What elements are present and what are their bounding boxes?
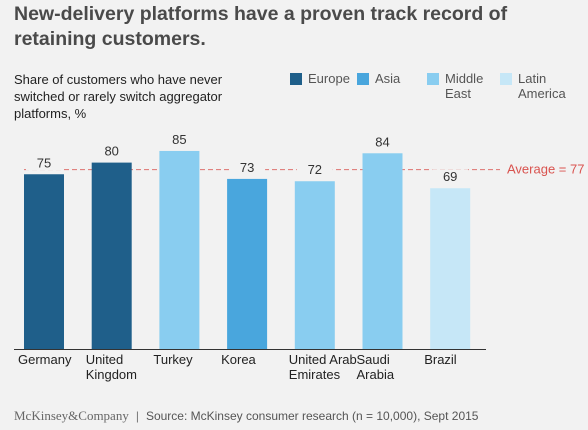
value-label-bg (432, 169, 469, 185)
category-label-line: Brazil (424, 352, 457, 367)
legend-swatch-middle-east (427, 73, 439, 85)
legend-label-middle-east: Middle East (445, 71, 484, 101)
value-label: 69 (443, 169, 457, 184)
value-label-bg (229, 159, 266, 175)
bar-united-kingdom (91, 162, 132, 349)
category-label-line: Korea (221, 352, 256, 367)
category-label: United Arab Emirates (289, 352, 357, 382)
category-label: Saudi Arabia (357, 352, 395, 382)
category-label-line: Emirates (289, 367, 341, 382)
value-label: 72 (308, 162, 322, 177)
footer-source: Source: McKinsey consumer research (n = … (145, 409, 479, 423)
category-label-line: Turkey (153, 352, 193, 367)
bar-chart: Average = 77 75 Germany 80 United Kingdom 85 Tu… (14, 131, 584, 382)
y-axis-label: Share of customers who have never switch… (14, 72, 223, 121)
value-label-bg (296, 162, 333, 178)
value-label: 84 (375, 134, 389, 149)
category-label: United Kingdom (86, 352, 137, 382)
footer: McKinsey&Company | Source: McKinsey consum… (14, 408, 478, 424)
category-label-line: Kingdom (86, 367, 137, 382)
average-label: Average = 77 (507, 162, 584, 177)
bar-united-arab-emirates (294, 181, 335, 349)
legend-swatch-europe (290, 73, 302, 85)
value-label: 73 (240, 160, 254, 175)
category-label: Brazil (424, 352, 457, 367)
legend-label-latin-america: Latin America (518, 71, 566, 101)
category-label-line: Saudi (357, 352, 390, 367)
legend-label-asia: Asia (375, 71, 401, 86)
category-label-line: Germany (18, 352, 72, 367)
footer-brand: McKinsey&Company (14, 408, 129, 423)
value-label-bg (93, 143, 130, 159)
value-label: 85 (172, 132, 186, 147)
legend-label-europe: Europe (308, 71, 350, 86)
value-label-bg (161, 131, 198, 147)
category-label-line: United (86, 352, 124, 367)
category-label-line: United Arab (289, 352, 357, 367)
value-label: 75 (37, 155, 51, 170)
bar-saudi-arabia (362, 153, 403, 349)
value-label: 80 (104, 144, 118, 159)
category-label: Korea (221, 352, 256, 367)
category-label: Turkey (153, 352, 193, 367)
legend-swatch-latin-america (500, 73, 512, 85)
legend-swatch-asia (357, 73, 369, 85)
chart-title: New-delivery platforms have a proven tra… (14, 3, 508, 50)
bar-germany (24, 174, 64, 349)
value-label-bg (26, 155, 62, 171)
value-label-bg (364, 134, 401, 150)
footer-separator: | (135, 409, 139, 423)
bar-korea (227, 178, 268, 349)
category-label-line: Arabia (357, 367, 395, 382)
legend: Europe Asia Middle East Latin America (290, 71, 580, 111)
category-label: Germany (18, 352, 72, 367)
bar-brazil (430, 188, 471, 349)
bar-turkey (159, 150, 200, 349)
